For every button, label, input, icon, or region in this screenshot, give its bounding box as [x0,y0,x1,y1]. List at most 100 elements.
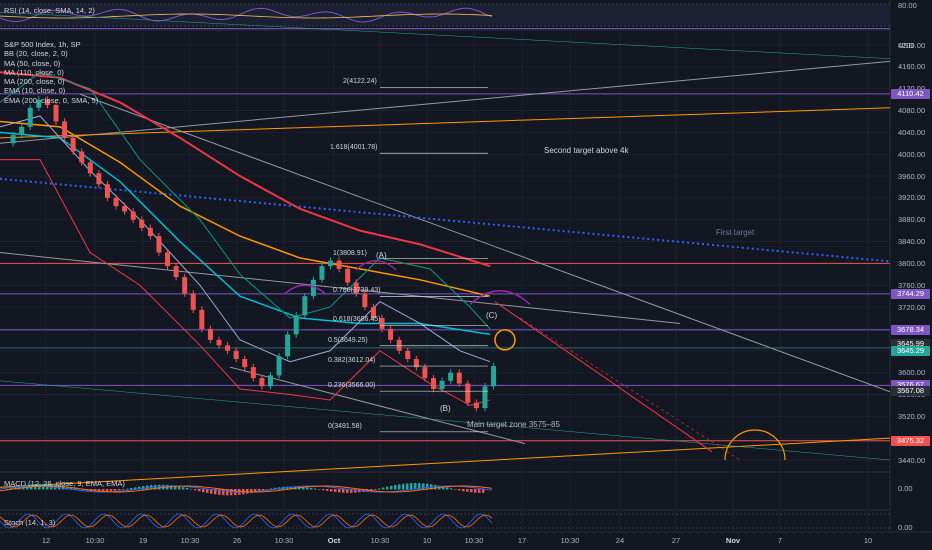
projection-path-2 [519,317,741,461]
candle-body-21 [182,277,188,294]
x-tick-label: 10:30 [274,536,294,545]
macd-hist-82 [334,489,337,493]
macd-hist-76 [310,487,313,490]
candle-body-16 [139,219,145,228]
candle-body-12 [104,184,110,198]
macd-hist-31 [130,487,133,490]
candle-body-39 [336,260,342,269]
candle-body-15 [130,211,136,220]
fib-label: 1(3808.91) [333,249,367,257]
macd-hist-109 [442,486,445,490]
y-tick-label: 3440.00 [898,455,926,465]
rsi-axis-label: 80.00 [898,1,917,10]
fib-label: 0.618(3686.45) [333,316,381,324]
stoch-legend: Stoch (14, 1, 3) [4,518,55,527]
y-tick-label: 4080.00 [898,106,926,116]
macd-hist-86 [350,489,353,493]
macd-hist-45 [186,487,189,490]
annotation-wave-c: (C) [486,311,498,320]
candle-body-51 [439,380,445,390]
macd-hist-117 [474,489,477,493]
candle-body-20 [173,266,179,278]
ema-200-dotted [0,177,891,263]
y-tick-label: 3520.00 [898,411,926,421]
candle-body-18 [156,236,162,253]
macd-hist-17 [74,488,77,490]
macd-hist-87 [354,489,357,493]
candle-body-28 [242,358,248,368]
candle-body-55 [473,402,479,409]
macd-hist-66 [270,488,273,490]
candle-body-41 [353,282,359,294]
candle-body-24 [207,328,213,340]
macd-hist-79 [322,489,325,491]
macd-hist-98 [398,484,401,490]
macd-hist-116 [470,489,473,493]
indicator-label-5: EMA (200, close, 0, SMA, 5) [4,95,99,105]
macd-hist-26 [110,489,113,492]
annotation-second-target: Second target above 4k [544,146,629,155]
macd-hist-51 [210,489,213,494]
candle-body-43 [370,307,376,319]
candle-body-27 [233,350,239,359]
candle-body-44 [379,318,385,329]
macd-hist-48 [198,489,201,492]
macd-hist-103 [418,483,421,490]
y-tick-label: 3840.00 [898,237,926,247]
fib-label: 0.236(3566.00) [328,382,376,390]
candle-body-56 [482,386,488,409]
wave-arc-1 [284,284,326,295]
candle-body-33 [285,334,291,357]
candle-body-19 [165,252,171,267]
macd-hist-52 [214,489,217,495]
macd-hist-92 [374,489,377,490]
macd-hist-94 [382,487,385,490]
candle-body-53 [456,372,462,384]
price-tag: 3576.67 [891,380,930,391]
macd-hist-24 [102,489,105,492]
candle-body-29 [250,367,256,379]
candle-body-35 [302,296,308,316]
candle-body-40 [345,268,351,283]
y-tick-label: 3920.00 [898,193,926,203]
macd-hist-18 [78,488,81,490]
candle-body-34 [293,315,299,335]
macd-hist-91 [370,489,373,491]
macd-hist-62 [254,489,257,493]
x-tick-label: 27 [671,536,681,545]
candle-body-42 [362,293,368,308]
indicator-label-3: MA (200, close, 0) [4,77,65,87]
projection-path-1 [494,301,713,453]
macd-hist-111 [450,488,453,490]
annotation-wave-a: (A) [376,251,387,260]
macd-hist-118 [478,489,481,493]
macd-axis-label: 0.00 [898,484,913,493]
macd-hist-104 [422,483,425,490]
x-tick-label: Oct [327,536,341,545]
candle-body-17 [147,227,153,237]
macd-hist-84 [342,489,345,493]
y-tick-label: 4200.00 [898,40,926,50]
macd-signal-line [0,485,493,493]
candle-body-5 [44,99,50,106]
annotation-wave-b: (B) [440,404,451,413]
target-arc-main [724,429,786,461]
macd-hist-96 [390,485,393,490]
candle-body-32 [276,356,282,376]
macd-hist-65 [266,489,269,490]
candle-body-38 [328,260,334,267]
x-tick-label: 24 [615,536,625,545]
candle-body-10 [87,162,93,174]
y-tick-label: 3960.00 [898,171,926,181]
fib-label: 0.5(3649.25) [328,336,368,344]
macd-hist-119 [482,489,485,493]
candle-body-52 [448,372,454,381]
price-tag: 4110.42 [891,88,930,99]
macd-hist-97 [394,485,397,490]
candle-body-13 [113,197,119,207]
indicator-label-4: EMA (10, close, 0) [4,86,66,96]
macd-hist-47 [194,489,197,491]
macd-hist-61 [250,489,253,493]
price-tag: 3645.29 [891,345,930,356]
